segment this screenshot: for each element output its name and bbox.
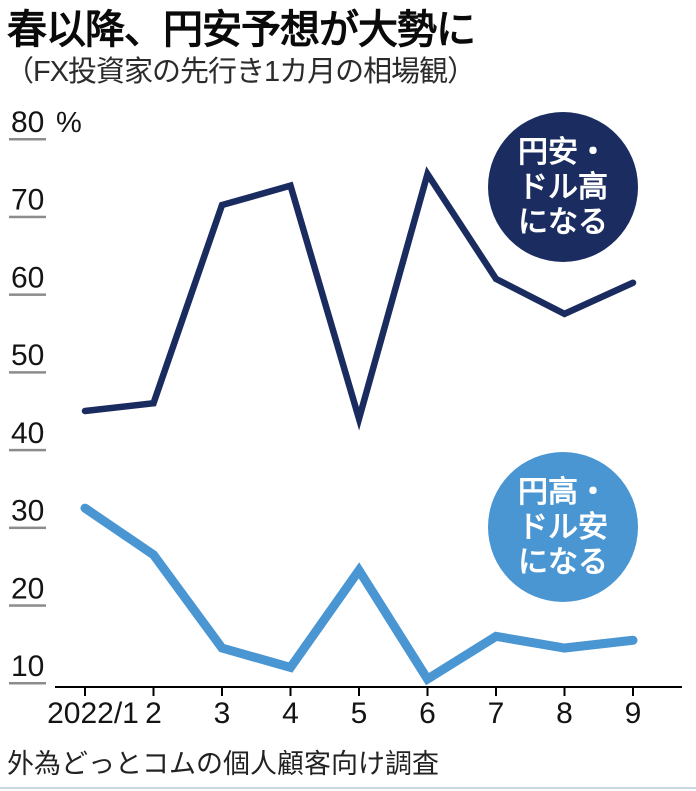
badge-line: になる xyxy=(518,545,608,579)
x-tick-label: 2 xyxy=(145,697,162,730)
y-tick-mark xyxy=(9,604,46,607)
source-note: 外為どっとコムの個人顧客向け調査 xyxy=(7,749,439,779)
series-badge-yen-strong-dollar-low: 円高・ ドル安 になる xyxy=(488,452,638,602)
y-tick-mark xyxy=(9,682,46,685)
x-tick-label: 8 xyxy=(556,697,573,730)
y-tick-label: 80 xyxy=(11,106,44,139)
y-tick-label: 20 xyxy=(11,572,44,605)
y-tick-mark xyxy=(9,138,46,141)
x-tick-label: 7 xyxy=(488,697,505,730)
badge-line: 円高・ xyxy=(518,475,608,509)
x-tick-label: 4 xyxy=(282,697,299,730)
y-tick-mark xyxy=(9,215,46,219)
x-tick-label: 2022/1 xyxy=(47,697,139,730)
series-line-yen-weak-dollar-high xyxy=(81,166,637,431)
y-tick-mark xyxy=(9,371,46,374)
badge-line: になる xyxy=(518,205,608,239)
y-tick-label: 40 xyxy=(11,417,44,450)
series-line-yen-strong-dollar-low xyxy=(80,503,638,686)
y-tick-label: 10 xyxy=(11,650,44,683)
badge-line: ドル安 xyxy=(518,510,608,544)
y-tick-mark xyxy=(9,526,46,530)
chart-title: 春以降、円安予想が大勢に xyxy=(7,8,476,52)
x-tick-label: 9 xyxy=(625,697,642,730)
y-tick-mark xyxy=(9,293,46,296)
y-tick-label: 70 xyxy=(11,184,44,217)
x-tick-label: 3 xyxy=(214,697,231,730)
badge-line: ドル高 xyxy=(518,170,608,204)
y-tick-label: 30 xyxy=(11,495,44,528)
y-axis-unit: % xyxy=(56,107,82,139)
y-tick-label: 60 xyxy=(11,261,44,294)
y-tick-mark xyxy=(9,448,46,452)
series-badge-yen-weak-dollar-high: 円安・ ドル高 になる xyxy=(488,112,638,262)
badge-line: 円安・ xyxy=(518,135,608,169)
chart-subtitle: （FX投資家の先行き1カ月の相場観） xyxy=(5,56,476,88)
y-tick-label: 50 xyxy=(11,339,44,372)
x-tick-label: 6 xyxy=(419,697,436,730)
x-tick-label: 5 xyxy=(351,697,368,730)
bottom-divider xyxy=(0,787,696,789)
